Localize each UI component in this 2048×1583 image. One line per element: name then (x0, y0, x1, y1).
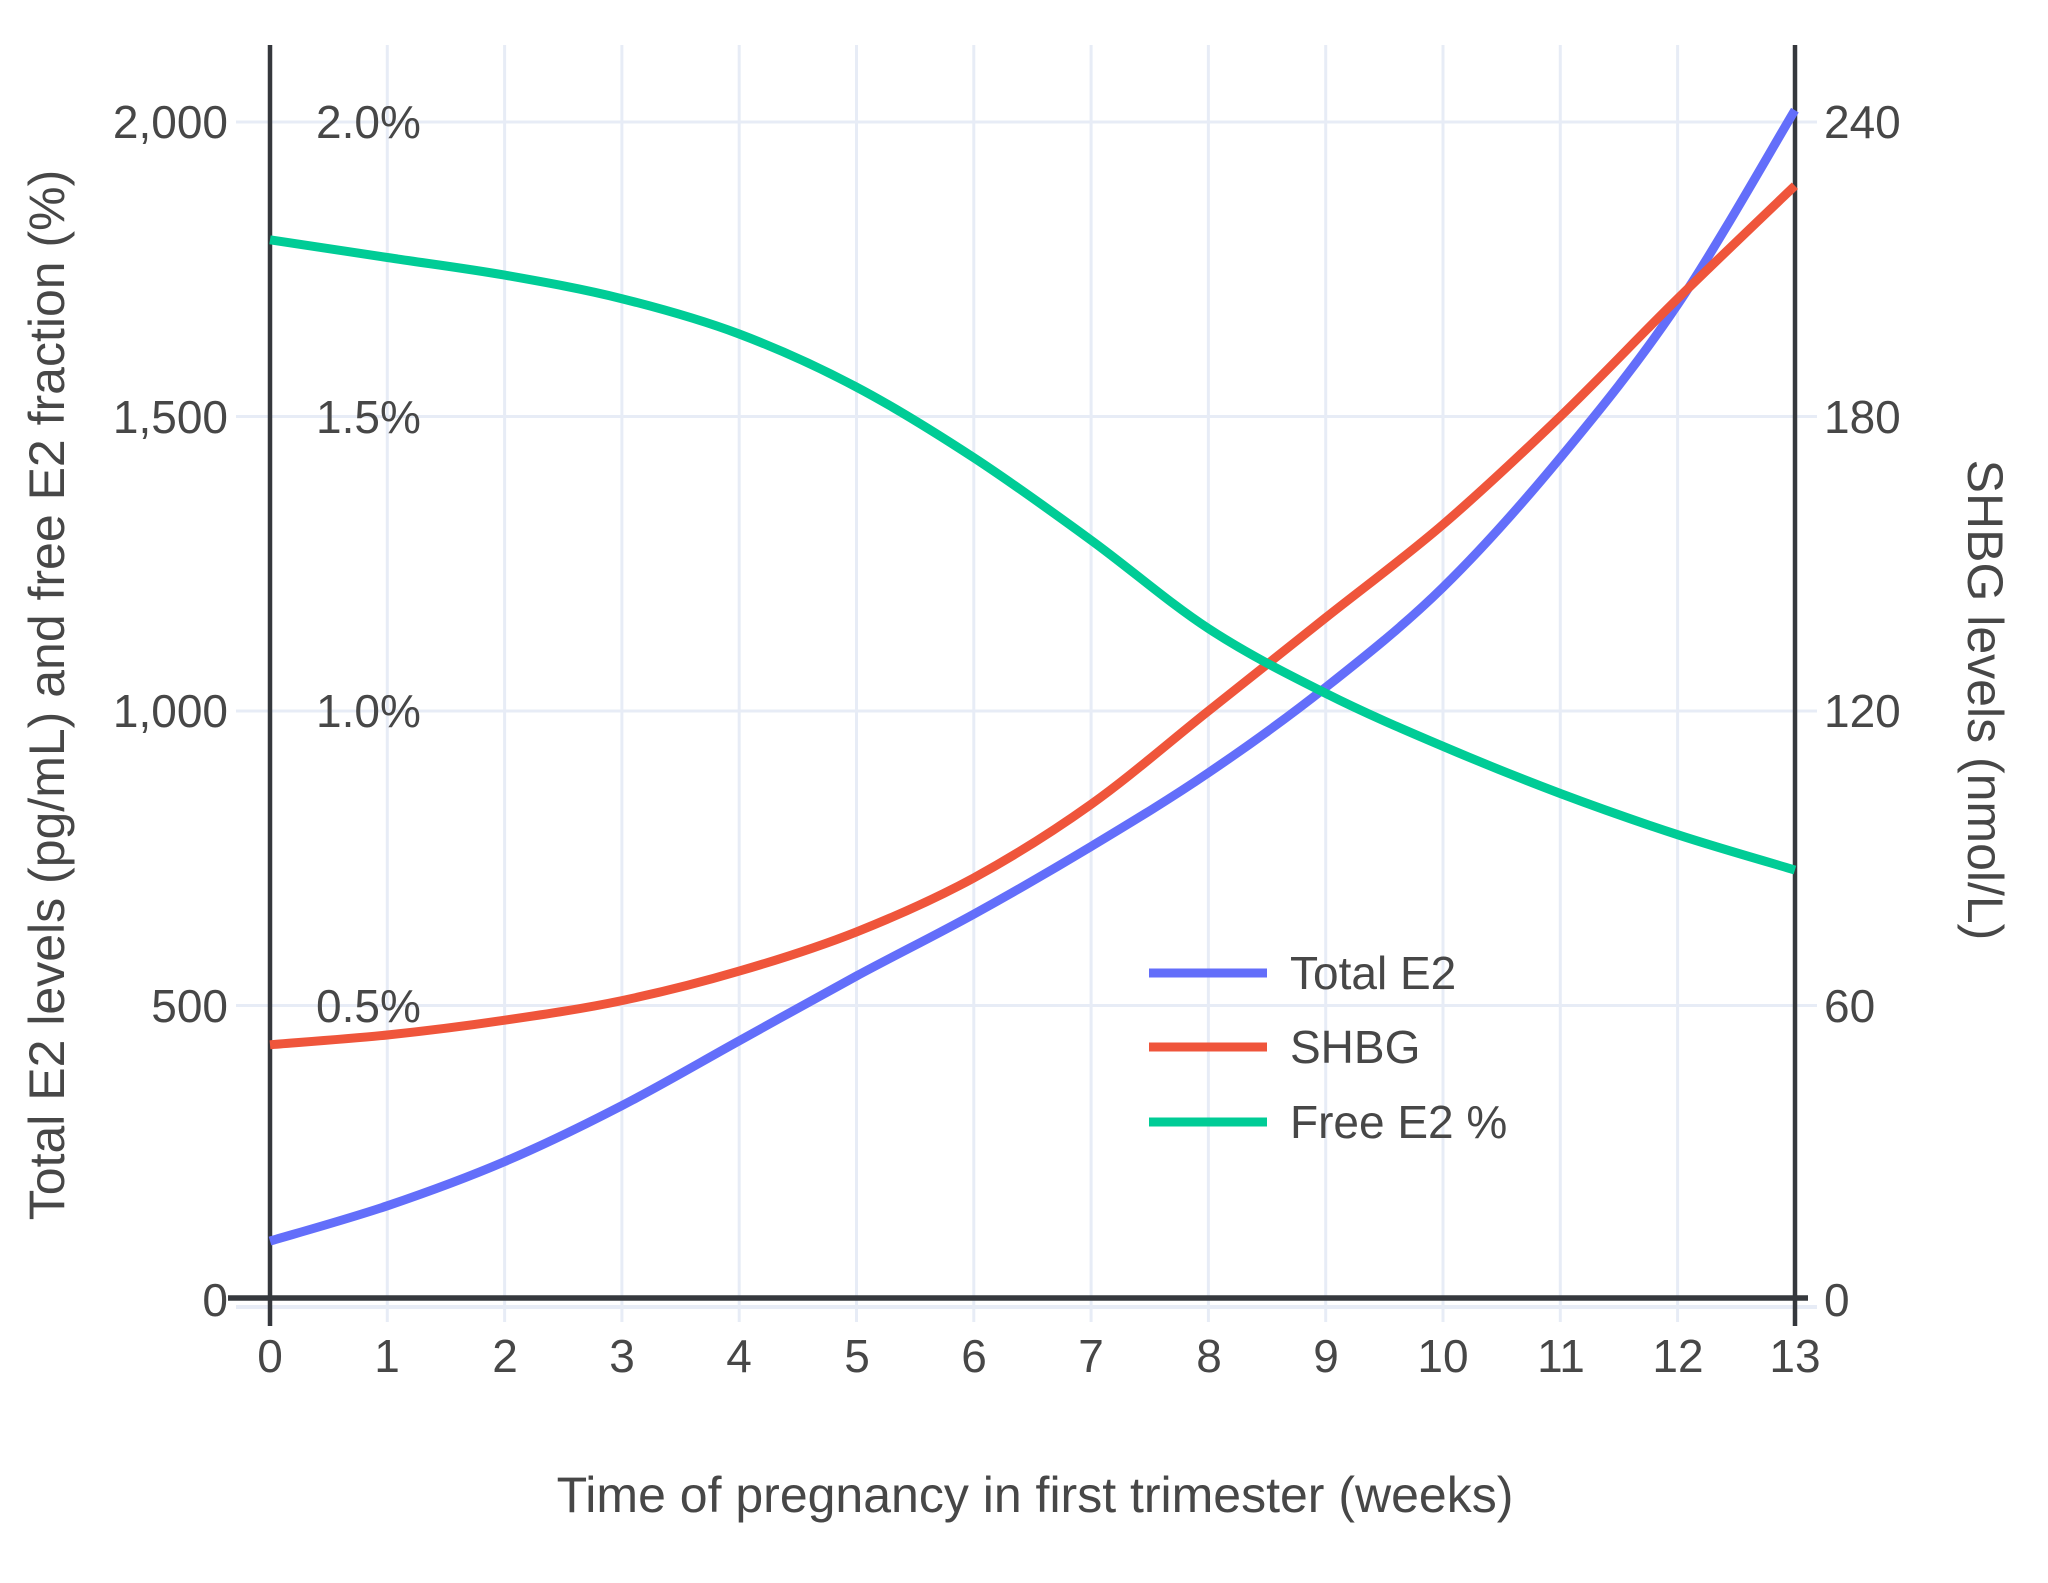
line-shbg (269, 182, 1799, 1050)
x-tick: 5 (844, 1330, 870, 1382)
x-tick: 11 (1537, 1330, 1585, 1382)
percent-label: 0.5% (316, 980, 421, 1032)
x-tick: 12 (1652, 1330, 1703, 1382)
right-y-tick: 240 (1824, 96, 1901, 148)
right-y-tick: 180 (1824, 391, 1901, 443)
left-y-tick: 500 (151, 980, 228, 1032)
percent-label: 1.5% (316, 391, 421, 443)
x-tick-labels: 0 1 2 3 4 5 6 7 8 9 10 11 12 13 (257, 1330, 1820, 1382)
legend-label-shbg: SHBG (1290, 1021, 1420, 1073)
x-tick: 4 (726, 1330, 752, 1382)
right-y-tick: 120 (1824, 685, 1901, 737)
percent-label: 1.0% (316, 685, 421, 737)
line-total-e2 (268, 107, 1799, 1246)
axis-spines (228, 45, 1808, 1326)
x-tick: 10 (1417, 1330, 1468, 1382)
left-y-tick: 1,000 (113, 685, 228, 737)
legend-label-total-e2: Total E2 (1290, 947, 1456, 999)
x-tick: 13 (1769, 1330, 1820, 1382)
right-y-tick: 0 (1824, 1274, 1850, 1326)
left-y-tick-labels: 0 500 1,000 1,500 2,000 (113, 96, 228, 1326)
percent-label: 2.0% (316, 96, 421, 148)
right-y-axis-title: SHBG levels (nmol/L) (1957, 460, 2013, 941)
left-y-tick: 1,500 (113, 391, 228, 443)
left-y-axis-title: Total E2 levels (pg/mL) and free E2 frac… (19, 170, 75, 1220)
series-lines (268, 107, 1799, 1246)
left-y-tick: 2,000 (113, 96, 228, 148)
x-tick: 9 (1313, 1330, 1339, 1382)
x-tick: 2 (492, 1330, 518, 1382)
x-tick: 8 (1196, 1330, 1222, 1382)
line-free-e2- (269, 235, 1797, 875)
x-tick: 1 (374, 1330, 400, 1382)
legend: Total E2 SHBG Free E2 % (1149, 947, 1507, 1148)
x-tick: 7 (1078, 1330, 1104, 1382)
right-y-tick: 60 (1824, 980, 1875, 1032)
legend-label-free-e2: Free E2 % (1290, 1096, 1507, 1148)
left-y-tick: 0 (202, 1274, 228, 1326)
percent-annotations: 0.5% 1.0% 1.5% 2.0% (316, 96, 421, 1032)
gridlines (236, 45, 1817, 1322)
x-tick: 3 (609, 1330, 635, 1382)
x-axis-title: Time of pregnancy in first trimester (we… (557, 1467, 1514, 1523)
x-tick: 0 (257, 1330, 283, 1382)
x-tick: 6 (961, 1330, 987, 1382)
right-y-tick-labels: 0 60 120 180 240 (1824, 96, 1901, 1326)
